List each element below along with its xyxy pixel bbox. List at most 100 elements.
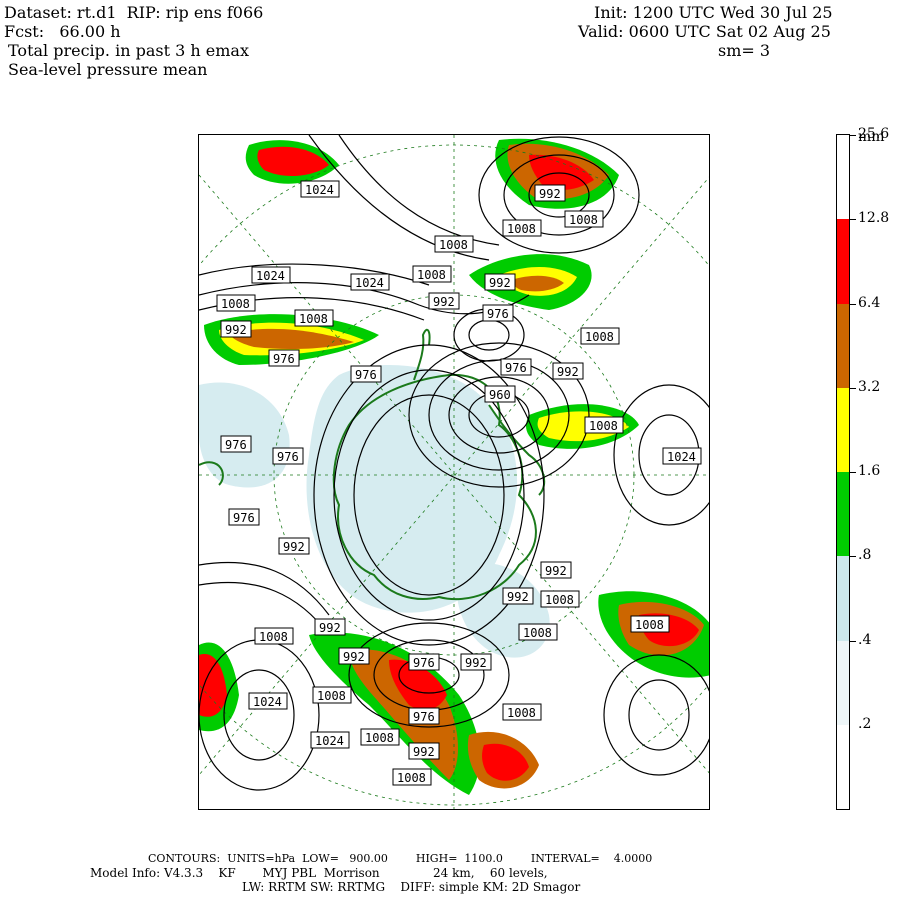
isobar-label: 992 xyxy=(220,320,252,338)
svg-text:1024: 1024 xyxy=(256,269,285,283)
antarctica-coastline xyxy=(332,373,537,601)
isobar-label: 1024 xyxy=(350,273,390,291)
isobar-label: 1008 xyxy=(518,623,558,641)
isobar-label: 1008 xyxy=(580,327,620,345)
svg-text:1008: 1008 xyxy=(365,731,394,745)
svg-text:976: 976 xyxy=(413,656,435,670)
isobar-label: 1024 xyxy=(310,731,350,749)
field-title-pressure: Sea-level pressure mean xyxy=(8,60,208,79)
colorbar-tick-mark xyxy=(850,219,856,221)
colorbar-tick-label: 1.6 xyxy=(858,463,881,479)
colorbar-tick-label: 12.8 xyxy=(858,210,890,227)
svg-text:1008: 1008 xyxy=(545,593,574,607)
isobar-label-layer: 1024 992 1008 1008 1024 1024 1008 1008 9… xyxy=(216,180,702,786)
colorbar-segment xyxy=(837,303,849,388)
light-precip-layer xyxy=(199,365,550,658)
isobar-label: 1008 xyxy=(294,309,334,327)
svg-text:992: 992 xyxy=(545,564,567,578)
precip-band-layer xyxy=(199,138,709,795)
isobar-label: 992 xyxy=(314,618,346,636)
svg-text:976: 976 xyxy=(233,511,255,525)
colorbar-segment xyxy=(837,387,849,472)
isobar-label: 1008 xyxy=(392,768,432,786)
footer-model-info: Model Info: V4.3.3 KF MYJ PBL Morrison 2… xyxy=(90,866,548,880)
colorbar-segment xyxy=(837,472,849,557)
svg-text:1008: 1008 xyxy=(585,330,614,344)
peninsula-coastline xyxy=(413,328,431,381)
svg-text:1024: 1024 xyxy=(315,734,344,748)
isobar-label: 976 xyxy=(220,435,252,453)
init-time-line: Init: 1200 UTC Wed 30 Jul 25 xyxy=(594,3,833,22)
svg-text:992: 992 xyxy=(343,650,365,664)
isobar-label: 992 xyxy=(408,742,440,760)
isobar-label: 1008 xyxy=(360,728,400,746)
isobar-label: 1024 xyxy=(300,180,340,198)
svg-text:1008: 1008 xyxy=(221,297,250,311)
svg-text:1008: 1008 xyxy=(635,618,664,632)
svg-text:1008: 1008 xyxy=(299,312,328,326)
field-title-precip: Total precip. in past 3 h emax xyxy=(8,41,249,60)
isobar-label: 992 xyxy=(534,184,566,202)
isobar-label: 1008 xyxy=(434,235,474,253)
svg-text:992: 992 xyxy=(225,323,247,337)
colorbar-segment xyxy=(837,556,849,641)
dataset-line: Dataset: rt.d1 RIP: rip ens f066 xyxy=(4,3,264,22)
isobar-label: 992 xyxy=(338,647,370,665)
colorbar-tick-mark xyxy=(850,640,856,642)
colorbar-segment xyxy=(837,640,849,725)
precip-colorbar xyxy=(836,134,850,810)
isobar-label: 976 xyxy=(408,707,440,725)
svg-text:976: 976 xyxy=(355,368,377,382)
isobar-label: 976 xyxy=(482,304,514,322)
isobar-label: 1024 xyxy=(251,266,291,284)
colorbar-tick-mark xyxy=(850,135,856,136)
isobar-label: 976 xyxy=(228,508,260,526)
isobar-label: 1008 xyxy=(584,416,624,434)
svg-text:1024: 1024 xyxy=(305,183,334,197)
isobar-label: 1008 xyxy=(502,219,542,237)
isobar-label: 1024 xyxy=(662,447,702,465)
svg-text:960: 960 xyxy=(489,388,511,402)
isobar-label: 992 xyxy=(540,561,572,579)
svg-text:992: 992 xyxy=(557,365,579,379)
isobar-label: 976 xyxy=(500,358,532,376)
svg-text:1008: 1008 xyxy=(589,419,618,433)
svg-text:1008: 1008 xyxy=(439,238,468,252)
svg-text:992: 992 xyxy=(413,745,435,759)
isobar-label: 1008 xyxy=(254,627,294,645)
isobar-label: 992 xyxy=(502,587,534,605)
colorbar-tick-label: 3.2 xyxy=(858,378,881,395)
svg-text:992: 992 xyxy=(319,621,341,635)
svg-text:1008: 1008 xyxy=(569,213,598,227)
colorbar-tick-mark xyxy=(850,556,856,558)
footer-contours: CONTOURS: UNITS=hPa LOW= 900.00 HIGH= 11… xyxy=(148,852,653,865)
footer-physics: LW: RRTM SW: RRTMG DIFF: simple KM: 2D S… xyxy=(242,880,581,894)
svg-text:976: 976 xyxy=(413,710,435,724)
colorbar-tick-label: .8 xyxy=(858,547,872,564)
isobar-label: 1008 xyxy=(502,703,542,721)
isobar-label: 992 xyxy=(278,537,310,555)
svg-text:976: 976 xyxy=(273,352,295,366)
forecast-hour-line: Fcst: 66.00 h xyxy=(4,22,121,41)
isobar-label: 976 xyxy=(272,447,304,465)
svg-text:1008: 1008 xyxy=(317,689,346,703)
isobar-label: 976 xyxy=(350,365,382,383)
australia-coastline xyxy=(199,461,224,486)
isobar-label: 1008 xyxy=(630,615,670,633)
isobar-label: 1024 xyxy=(248,692,288,710)
svg-text:992: 992 xyxy=(283,540,305,554)
colorbar-tick-label: .2 xyxy=(858,715,872,732)
colorbar-tick-mark xyxy=(850,387,856,389)
isobar-label: 992 xyxy=(460,653,492,671)
colorbar-unit-label: mm xyxy=(858,129,885,145)
colorbar-segment xyxy=(837,135,849,220)
svg-text:1008: 1008 xyxy=(507,222,536,236)
svg-text:992: 992 xyxy=(433,295,455,309)
svg-text:976: 976 xyxy=(277,450,299,464)
svg-text:976: 976 xyxy=(225,438,247,452)
svg-text:992: 992 xyxy=(465,656,487,670)
isobar-label: 1008 xyxy=(312,686,352,704)
isobar-label: 1008 xyxy=(216,294,256,312)
colorbar-tick-label: 6.4 xyxy=(858,294,881,311)
isobar-label: 1008 xyxy=(412,265,452,283)
